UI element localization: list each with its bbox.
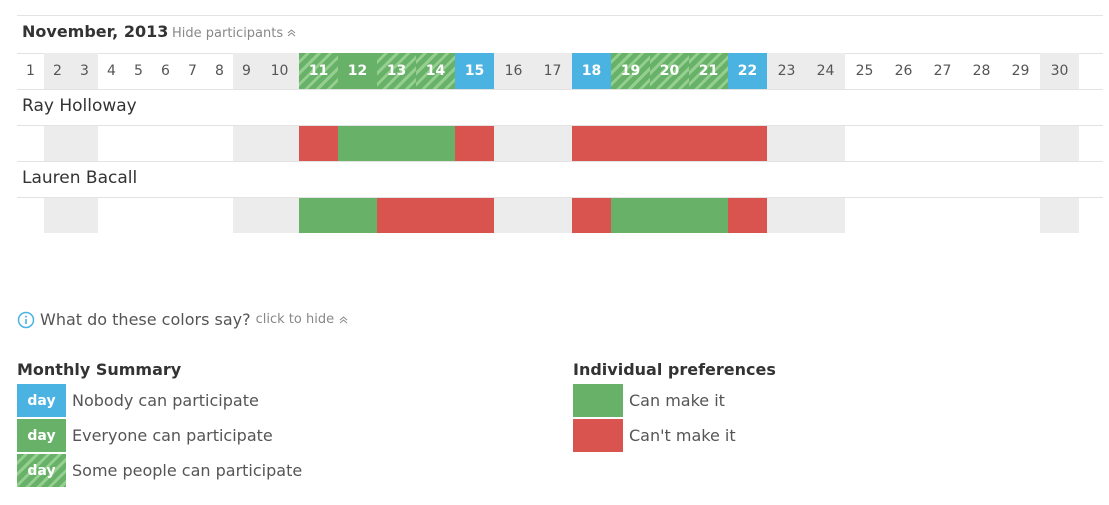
availability-cell <box>650 198 689 233</box>
day-cell: 27 <box>933 63 952 79</box>
availability-cell <box>728 126 767 161</box>
chevron-icon <box>339 316 348 324</box>
day-cell: 20 <box>650 53 689 89</box>
participant-name: Lauren Bacall <box>22 168 138 188</box>
day-cell: 13 <box>377 53 416 89</box>
legend-title: Individual preferences <box>573 360 776 379</box>
availability-cell <box>611 126 650 161</box>
legend-toggle-label[interactable]: click to hide <box>255 312 335 327</box>
toggle-label[interactable]: Hide participants <box>172 26 284 41</box>
availability-cell <box>572 126 611 161</box>
availability-cell <box>650 126 689 161</box>
day-cell: 30 <box>1040 53 1079 89</box>
divider <box>17 125 1103 126</box>
availability-cell <box>806 126 845 161</box>
day-cell: 21 <box>689 53 728 89</box>
chevron-icon <box>287 29 296 37</box>
day-cell: 24 <box>806 53 845 89</box>
day-cell: 17 <box>533 53 572 89</box>
availability-cell <box>260 198 299 233</box>
day-cell: 28 <box>972 63 991 79</box>
legend-toggle[interactable]: What do these colors say? click to hide <box>17 310 348 329</box>
availability-cell <box>71 198 98 233</box>
availability-cell <box>533 126 572 161</box>
day-cell: 7 <box>188 63 197 79</box>
divider <box>17 15 1103 16</box>
availability-cell <box>1040 198 1079 233</box>
day-cell: 12 <box>338 53 377 89</box>
availability-cell <box>1040 126 1079 161</box>
availability-cell <box>455 126 494 161</box>
availability-cell <box>233 198 260 233</box>
day-cell: 10 <box>260 53 299 89</box>
availability-cell <box>767 198 806 233</box>
legend-swatch <box>573 384 623 417</box>
availability-cell <box>260 126 299 161</box>
availability-cell <box>611 198 650 233</box>
day-cell: 23 <box>767 53 806 89</box>
legend-swatch: day <box>17 454 66 487</box>
legend-swatch <box>573 419 623 452</box>
day-cell: 16 <box>494 53 533 89</box>
availability-cell <box>338 126 377 161</box>
day-cell: 26 <box>894 63 913 79</box>
month-title: November, 2013 <box>22 22 169 41</box>
day-cell: 14 <box>416 53 455 89</box>
availability-cell <box>71 126 98 161</box>
legend-label: Can make it <box>629 391 725 410</box>
availability-cell <box>767 126 806 161</box>
day-cell: 3 <box>71 53 98 89</box>
day-cell: 8 <box>215 63 224 79</box>
availability-cell <box>494 126 533 161</box>
availability-cell <box>455 198 494 233</box>
availability-cell <box>299 126 338 161</box>
legend-title: Monthly Summary <box>17 360 182 379</box>
availability-cell <box>233 126 260 161</box>
divider <box>17 197 1103 198</box>
day-cell: 11 <box>299 53 338 89</box>
day-cell: 6 <box>161 63 170 79</box>
availability-cell <box>44 126 71 161</box>
day-cell: 29 <box>1011 63 1030 79</box>
info-icon <box>17 311 35 328</box>
day-cell: 18 <box>572 53 611 89</box>
day-cell: 4 <box>107 63 116 79</box>
availability-cell <box>728 198 767 233</box>
day-cell: 22 <box>728 53 767 89</box>
day-cell: 2 <box>44 53 71 89</box>
legend-swatch: day <box>17 419 66 452</box>
availability-cell <box>299 198 338 233</box>
legend-label: Everyone can participate <box>72 426 273 445</box>
divider <box>17 161 1103 162</box>
hide-participants[interactable]: Hide participants <box>172 26 296 41</box>
legend-swatch: day <box>17 384 66 417</box>
availability-cell <box>377 126 416 161</box>
day-cell: 15 <box>455 53 494 89</box>
day-cell: 19 <box>611 53 650 89</box>
availability-cell <box>806 198 845 233</box>
availability-cell <box>572 198 611 233</box>
availability-cell <box>689 198 728 233</box>
divider <box>17 89 1103 90</box>
legend-label: Nobody can participate <box>72 391 259 410</box>
legend-label: Can't make it <box>629 426 736 445</box>
availability-cell <box>416 126 455 161</box>
availability-cell <box>689 126 728 161</box>
availability-cell <box>494 198 533 233</box>
availability-cell <box>338 198 377 233</box>
day-cell: 25 <box>855 63 874 79</box>
legend-label: Some people can participate <box>72 461 303 480</box>
legend-question: What do these colors say? <box>40 310 251 329</box>
availability-cell <box>416 198 455 233</box>
availability-cell <box>533 198 572 233</box>
day-cell: 1 <box>26 63 35 79</box>
day-cell: 5 <box>134 63 143 79</box>
participant-name: Ray Holloway <box>22 96 137 116</box>
availability-cell <box>377 198 416 233</box>
day-cell: 9 <box>233 53 260 89</box>
availability-cell <box>44 198 71 233</box>
